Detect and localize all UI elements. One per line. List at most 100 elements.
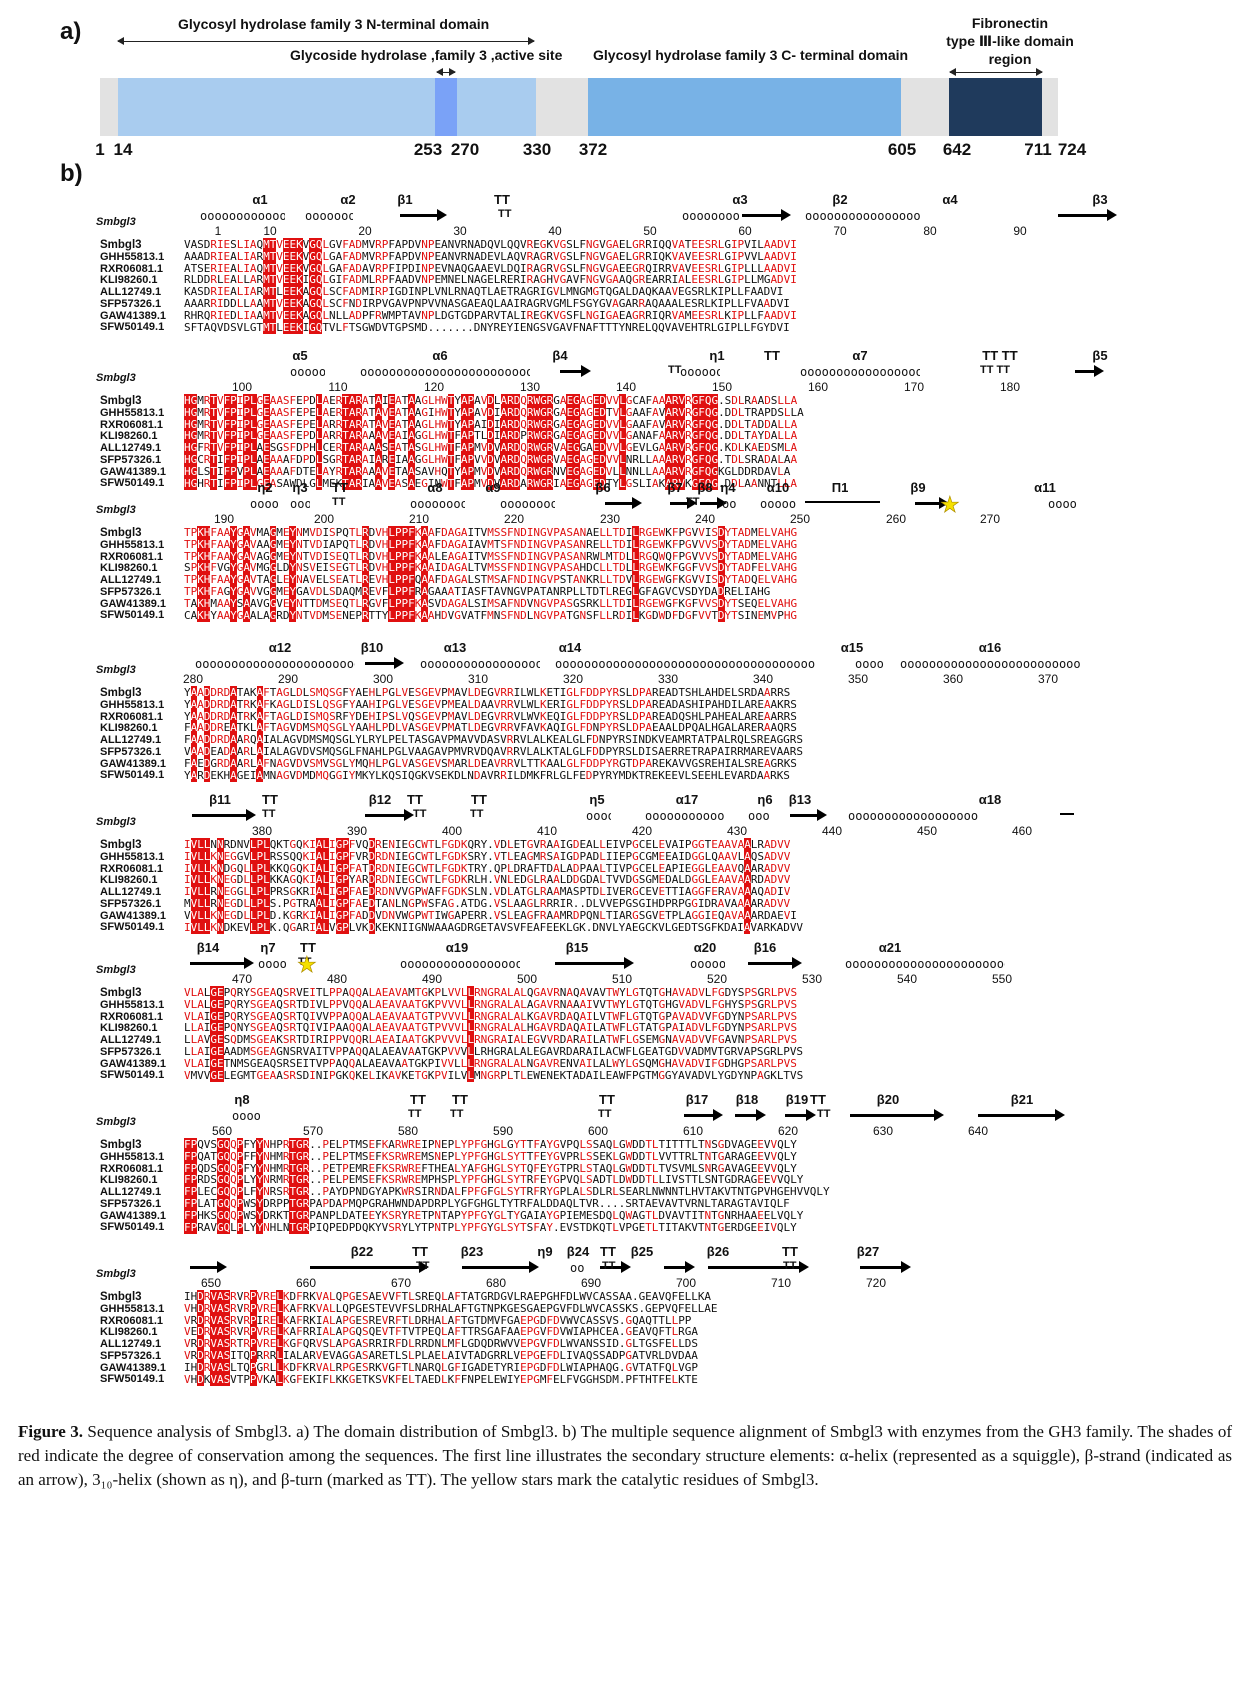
- sequence-residues: IHDRVASLTQPGRLLKDFKRVALRPGESRKVGFTLNARQL…: [184, 1360, 698, 1374]
- residue-number: 560: [211, 1124, 233, 1138]
- beta-strand-arrow: [365, 809, 414, 821]
- sequence-id: RXR06081.1: [100, 1162, 163, 1175]
- sequence-id: ALL12749.1: [100, 286, 162, 299]
- ss-element-label: β6: [595, 480, 611, 495]
- position-tick-372: 372: [578, 140, 608, 159]
- sequence-id: GAW41389.1: [100, 1057, 167, 1070]
- sequence-row: ALL12749.1 KASDRIEALIARMTLEEKAGQLSCFADMIR…: [100, 285, 783, 299]
- beta-turn-marker: TT: [413, 808, 427, 820]
- sequence-id: GAW41389.1: [100, 597, 167, 610]
- residue-number: 140: [615, 380, 637, 394]
- ss-element-label: α3: [732, 192, 748, 207]
- panel-label-a: a): [60, 18, 82, 45]
- residue-number: 180: [999, 380, 1021, 394]
- sequence-row: GHH55813.1 VLALGEPQRYSGEAQSRTDIVLPPVQQALA…: [100, 997, 797, 1011]
- sequence-residues: MVLLRNEGDLLPLS.PGTRAALIGPFAEDTANLNGPWSFA…: [184, 896, 791, 910]
- n-terminal-domain-title: Glycosyl hydrolase family 3 N-terminal d…: [178, 16, 490, 32]
- sequence-residues: YAADDRDATRKAFTAGLDISMQSRFYDEHIPSLVQSGEVP…: [184, 709, 797, 723]
- ss-element-label: TT: [452, 1092, 468, 1107]
- sequence-id: KLI98260.1: [100, 874, 158, 887]
- ss-element-label: β8: [697, 480, 713, 495]
- residue-number: 90: [1013, 224, 1027, 238]
- sequence-id: SFP57326.1: [100, 745, 162, 758]
- sequence-residues: LLAIGEPQNYSGEAQSRTQIVIPAAQQALAEAVAATGTPV…: [184, 1021, 798, 1035]
- residue-number: 650: [200, 1276, 222, 1290]
- sequence-row: RXR06081.1 TPKHFAAYGAVAGGMEYNTVDISEQTLRDV…: [100, 549, 797, 563]
- sequence-row: SFP57326.1 HGCRTIFPIPLAEAAAFDPDLSGRTARAIA…: [100, 452, 797, 466]
- ss-element-label: β2: [832, 192, 848, 207]
- alpha-helix-squiggle: οοοο: [855, 657, 884, 671]
- residue-number: 630: [872, 1124, 894, 1138]
- beta-strand-arrow: [190, 1261, 227, 1273]
- beta-strand-arrow: [555, 957, 634, 969]
- sequence-id: GHH55813.1: [100, 406, 165, 419]
- domain-map-panel: a) Glycosyl hydrolase family 3 N-termina…: [0, 0, 1248, 187]
- sequence-residues: ATSERIEALIAQMTVEEKVGQLGAFADAVRPFIPDINPEV…: [184, 261, 797, 275]
- residue-number: 520: [706, 972, 728, 986]
- sequence-rows: Smbgl3 TPKHFAAYGAVMAGMEYNMVDISPQTLRDVHLPP…: [100, 526, 797, 622]
- ss-element-label: TT: [600, 1244, 616, 1259]
- sequence-row: Smbgl3 IVLLNNRDNVLPLQKTGQKIALIGPFVQDRENIE…: [100, 838, 790, 851]
- residue-number: 220: [503, 512, 525, 526]
- sequence-residues: VHDRVASRVRPVRELKAFRKVALLQPGESTEVVFSLDRHA…: [184, 1301, 718, 1315]
- ss-element-label: η6: [757, 792, 773, 807]
- alignment-block-2: Smbgl3 α5 α6 β4 η1 TT α7 TT TT β5 οοοοο οοοοοοοοοο…: [96, 348, 1240, 498]
- residue-number: 80: [923, 224, 937, 238]
- sequence-id: SFP57326.1: [100, 585, 162, 598]
- sequence-residues: AAARRIDDLLAAMTVEEKAGQLSCFNDIRPVGAVPNPVVN…: [184, 296, 790, 310]
- sequence-id: GHH55813.1: [100, 1150, 165, 1163]
- sequence-residues: TPKHFAAYGAVAAGMEYNTVDIAPQTLRDVHLPPFKAAFD…: [184, 537, 798, 551]
- residue-number: 510: [611, 972, 633, 986]
- sequence-residues: IHDRVASRVRPVRELKDFRKVALQPGESAEVVFTLSREQL…: [184, 1290, 711, 1303]
- sequence-residues: VLAIGETNMSGEAQSRSEITVPPAQQALAEAVAATGKPIV…: [184, 1056, 797, 1070]
- sequence-id: GHH55813.1: [100, 1302, 165, 1315]
- ss-element-label: α6: [432, 348, 448, 363]
- residue-number: 540: [896, 972, 918, 986]
- secondary-structure-label: Smbgl3: [96, 816, 136, 828]
- sequence-id: Smbgl3: [100, 986, 142, 999]
- sequence-rows: Smbgl3 VASDRIESLIAQMTVEEKVGQLGVFADMVRPFAP…: [100, 238, 797, 334]
- residue-number: 610: [682, 1124, 704, 1138]
- sequence-rows: Smbgl3 HGMRTVFPIPLGEAASFEPDLAERTARATAIEAT…: [100, 394, 804, 490]
- caption-label: Figure 3.: [18, 1422, 83, 1441]
- residue-number: 210: [408, 512, 430, 526]
- beta-turn-marker: TT: [668, 364, 682, 376]
- ss-element-label: η1: [709, 348, 725, 363]
- residue-number: 600: [587, 1124, 609, 1138]
- ss-element-label: β7: [667, 480, 683, 495]
- residue-number: 70: [833, 224, 847, 238]
- ss-element-label: β3: [1092, 192, 1108, 207]
- ss-element-label: η7: [260, 940, 276, 955]
- alignment-block-1: Smbgl3 α1 α2 β1 TT α3 β2 α4 β3 οοοοοοοοοοοο οοοοοο…: [96, 192, 1240, 342]
- beta-turn-marker: TT: [262, 808, 276, 820]
- residue-number: 200: [313, 512, 335, 526]
- sequence-row: SFP57326.1 VAADEADAARLAIALAGVDVSMQSGLFNAH…: [100, 744, 803, 758]
- sequence-residues: VHDKVASVTPPVKALKGFEKIFLKKGETKSVKFELTAEDL…: [184, 1372, 698, 1386]
- beta-turn-marker: TT TT: [980, 364, 1010, 376]
- beta-turn-marker: TT: [602, 1260, 616, 1272]
- secondary-structure-track: Smbgl3 η8 TT TT TT β17 β18 β19 TT β20 β21 οοοο TT TT T…: [96, 1092, 1240, 1138]
- secondary-structure-label: Smbgl3: [96, 504, 136, 516]
- sequence-residues: FPQATGQQPFFYNHMRTGR..PELPTMSEFKSRWREMSNE…: [184, 1149, 797, 1163]
- sequence-id: GHH55813.1: [100, 698, 165, 711]
- sequence-residues: VVLLKNEGDLLPLD.KGRKIALIGPFADDVDNVWGPWTIW…: [184, 908, 797, 922]
- ss-element-label: α12: [268, 640, 292, 655]
- alpha-helix-squiggle: οοοοο: [690, 957, 725, 971]
- position-tick-724: 724: [1057, 140, 1087, 159]
- residue-number: 460: [1011, 824, 1033, 838]
- beta-strand-arrow: [664, 1261, 695, 1273]
- alpha-helix-squiggle: οοοοοοοοοοοοοοοο: [805, 209, 920, 223]
- sequence-row: SFW50149.1 SFTAQVDSVLGTMTLEEKIGQTVLFTSGWD…: [100, 320, 790, 334]
- ss-element-label: TT: [764, 348, 780, 363]
- sequence-row: SFP57326.1 VRDRVASITQPRRRLIALARVEVAGGASAR…: [100, 1348, 698, 1362]
- residue-number: 300: [372, 672, 394, 686]
- beta-turn-marker: TT: [450, 1108, 464, 1120]
- sequence-residues: SPKHFVGYGAVMGGLDYNSVEISEGTLRDVHLPPFKAAID…: [184, 561, 798, 575]
- position-tick-1: 1: [95, 140, 105, 159]
- alignment-block-6: Smbgl3 β14 η7 TT α19 β15 α20 β16 α21 οοοο οοοοοοοο…: [96, 940, 1240, 1090]
- residue-number: 310: [467, 672, 489, 686]
- sequence-residues: IVLLKNDGQLLPLKKQGQKIALIGPFATDRDNIEGCWTLF…: [184, 861, 791, 875]
- sequence-residues: IVLLKNEGGVLPLRSSQQKIALIGPFVRDRDNIEGCWTLF…: [184, 849, 791, 863]
- figure-caption: Figure 3. Sequence analysis of Smbgl3. a…: [18, 1420, 1232, 1492]
- sequence-residues: FAADDREATKLAFTAGVDMSMQSGLYAAHLPDLVASGEVP…: [184, 721, 797, 735]
